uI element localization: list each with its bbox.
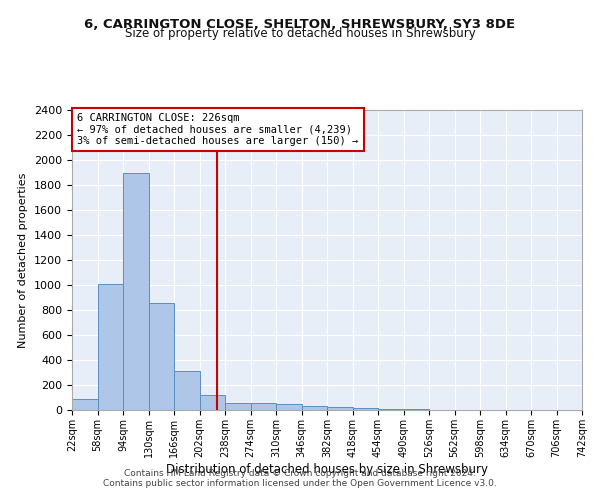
- Bar: [378, 409, 404, 410]
- Text: 6 CARRINGTON CLOSE: 226sqm
← 97% of detached houses are smaller (4,239)
3% of se: 6 CARRINGTON CLOSE: 226sqm ← 97% of deta…: [77, 113, 358, 146]
- Text: Contains public sector information licensed under the Open Government Licence v3: Contains public sector information licen…: [103, 478, 497, 488]
- Y-axis label: Number of detached properties: Number of detached properties: [19, 172, 28, 348]
- Text: Size of property relative to detached houses in Shrewsbury: Size of property relative to detached ho…: [125, 28, 475, 40]
- Bar: [276, 404, 302, 410]
- Bar: [97, 284, 123, 410]
- Text: 6, CARRINGTON CLOSE, SHELTON, SHREWSBURY, SY3 8DE: 6, CARRINGTON CLOSE, SHELTON, SHREWSBURY…: [85, 18, 515, 30]
- Bar: [225, 402, 251, 410]
- Bar: [199, 395, 225, 410]
- Bar: [353, 408, 378, 410]
- Bar: [72, 399, 97, 410]
- Text: Contains HM Land Registry data © Crown copyright and database right 2024.: Contains HM Land Registry data © Crown c…: [124, 468, 476, 477]
- Bar: [123, 172, 149, 410]
- Bar: [174, 370, 199, 410]
- X-axis label: Distribution of detached houses by size in Shrewsbury: Distribution of detached houses by size …: [166, 462, 488, 475]
- Bar: [302, 406, 327, 410]
- Bar: [149, 302, 174, 410]
- Bar: [251, 403, 276, 410]
- Bar: [327, 407, 353, 410]
